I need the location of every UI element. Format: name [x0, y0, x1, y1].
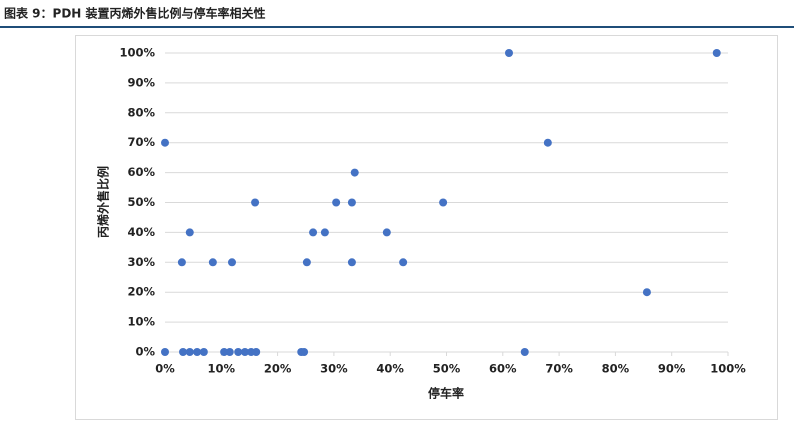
y-tick-label: 40%	[127, 225, 155, 239]
point	[225, 348, 234, 356]
point	[251, 198, 260, 207]
point	[185, 348, 194, 356]
chart-frame	[75, 35, 778, 420]
y-tick-label: 80%	[127, 105, 155, 119]
x-tick-label: 60%	[489, 362, 517, 376]
point	[320, 228, 329, 237]
point	[504, 49, 513, 57]
point	[712, 49, 721, 57]
point	[382, 228, 391, 237]
point	[309, 228, 318, 237]
x-tick-label: 0%	[155, 362, 175, 376]
point	[347, 258, 356, 267]
y-tick-label: 10%	[127, 315, 155, 329]
y-tick-label: 0%	[135, 345, 155, 359]
point	[208, 258, 217, 267]
x-axis-label: 停车率	[428, 386, 464, 401]
x-tick-label: 70%	[545, 362, 573, 376]
y-tick-label: 60%	[127, 165, 155, 179]
point	[220, 348, 229, 356]
point	[302, 258, 311, 267]
x-tick-label: 80%	[602, 362, 630, 376]
x-tick-label: 50%	[433, 362, 461, 376]
x-tick-label: 20%	[264, 362, 292, 376]
y-tick-label: 20%	[127, 285, 155, 299]
y-axis-label: 丙烯外售比例	[96, 166, 111, 238]
point	[227, 258, 236, 267]
y-tick-label: 100%	[119, 46, 155, 60]
point	[161, 348, 169, 356]
point	[520, 348, 529, 356]
title-rule	[0, 26, 794, 28]
page-title: 图表 9：PDH 装置丙烯外售比例与停车率相关性	[4, 6, 266, 21]
point	[177, 258, 186, 267]
x-tick-label: 30%	[320, 362, 348, 376]
point	[347, 198, 356, 207]
point	[399, 258, 408, 267]
x-tick-label: 10%	[208, 362, 236, 376]
point	[300, 348, 309, 356]
point	[252, 348, 261, 356]
point	[161, 138, 169, 147]
y-tick-label: 30%	[127, 255, 155, 269]
point	[439, 198, 448, 207]
x-tick-label: 90%	[658, 362, 686, 376]
y-tick-label: 90%	[127, 75, 155, 89]
x-tick-label: 40%	[376, 362, 404, 376]
y-tick-label: 70%	[127, 135, 155, 149]
point	[350, 168, 359, 177]
point	[185, 228, 194, 237]
point	[234, 348, 243, 356]
point	[642, 288, 651, 297]
y-tick-label: 50%	[127, 195, 155, 209]
point	[179, 348, 188, 356]
x-tick-label: 100%	[710, 362, 746, 376]
point	[240, 348, 249, 356]
point	[332, 198, 341, 207]
point	[193, 348, 202, 356]
point	[543, 138, 552, 147]
point	[199, 348, 208, 356]
